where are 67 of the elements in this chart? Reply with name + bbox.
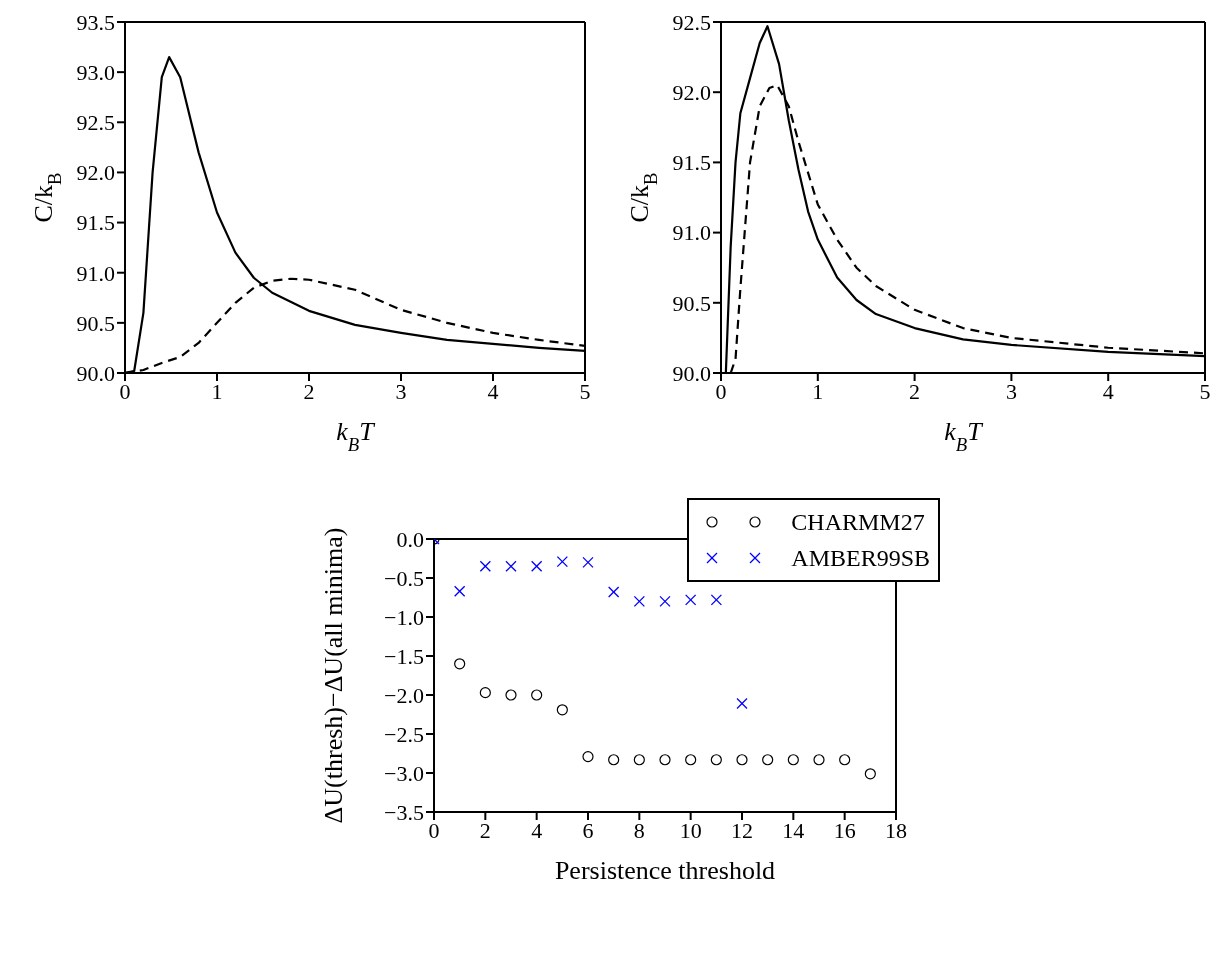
x-axis-title: k$_{B}$T xyxy=(336,417,376,455)
point xyxy=(864,768,876,780)
point xyxy=(531,689,543,701)
x-axis-title: Persistence threshold xyxy=(554,856,776,885)
x-tick-label: 1 xyxy=(812,378,824,404)
y-tick-label: 93.5 xyxy=(76,9,115,35)
point xyxy=(633,754,645,766)
y-tick-label: 90.5 xyxy=(672,290,711,316)
x-tick-label: 0 xyxy=(715,378,727,404)
y-tick-label: 91.0 xyxy=(76,260,115,286)
x-tick-label: 3 xyxy=(1005,378,1017,404)
y-tick-label: 90.0 xyxy=(76,360,115,386)
x-tick-label: 4 xyxy=(531,817,543,843)
point xyxy=(813,754,825,766)
y-tick-label: 0.0 xyxy=(396,526,424,552)
point xyxy=(454,658,466,670)
x-tick-label: 16 xyxy=(833,817,856,843)
x-tick-label: 4 xyxy=(487,378,499,404)
x-tick-label: 2 xyxy=(479,817,491,843)
y-tick-label: −2.0 xyxy=(384,682,424,708)
y-tick-label: 92.5 xyxy=(76,110,115,136)
x-axis-title: k$_{B}$T xyxy=(944,417,984,455)
point xyxy=(505,689,517,701)
y-tick-label: 92.0 xyxy=(672,80,711,106)
y-tick-label: −1.5 xyxy=(384,643,424,669)
x-tick-label: 2 xyxy=(909,378,921,404)
point xyxy=(762,754,774,766)
legend-label: AMBER99SB xyxy=(791,544,930,572)
x-tick-label: 18 xyxy=(885,817,907,843)
y-tick-label: −2.5 xyxy=(384,721,424,747)
point xyxy=(659,754,671,766)
y-tick-label: 91.5 xyxy=(672,150,711,176)
x-tick-label: 4 xyxy=(1102,378,1114,404)
point xyxy=(479,687,491,699)
y-tick-label: 92.5 xyxy=(672,9,711,35)
point xyxy=(608,754,620,766)
x-tick-label: 6 xyxy=(582,817,594,843)
y-axis-title: ΔU(thresh)−ΔU(all minima) xyxy=(318,527,348,824)
x-tick-label: 0 xyxy=(119,378,131,404)
y-tick-label: 91.0 xyxy=(672,220,711,246)
x-tick-label: 5 xyxy=(1199,378,1211,404)
y-tick-label: 92.0 xyxy=(76,160,115,186)
point xyxy=(582,751,594,763)
y-tick-label: −0.5 xyxy=(384,565,424,591)
x-tick-label: 5 xyxy=(579,378,591,404)
legend-label: CHARMM27 xyxy=(791,508,925,536)
point xyxy=(787,754,799,766)
y-tick-label: −1.0 xyxy=(384,604,424,630)
x-tick-label: 0 xyxy=(428,817,440,843)
x-tick-label: 3 xyxy=(395,378,407,404)
y-tick-label: 91.5 xyxy=(76,210,115,236)
x-tick-label: 10 xyxy=(679,817,702,843)
y-tick-label: 90.5 xyxy=(76,310,115,336)
point xyxy=(685,754,697,766)
x-tick-label: 1 xyxy=(211,378,223,404)
y-tick-label: −3.5 xyxy=(384,799,424,825)
y-tick-label: 90.0 xyxy=(672,360,711,386)
point xyxy=(710,754,722,766)
point xyxy=(736,754,748,766)
x-tick-label: 14 xyxy=(782,817,805,843)
point xyxy=(839,754,851,766)
y-tick-label: 93.0 xyxy=(76,59,115,85)
x-tick-label: 8 xyxy=(633,817,645,843)
y-tick-label: −3.0 xyxy=(384,760,424,786)
x-tick-label: 12 xyxy=(731,817,753,843)
x-tick-label: 2 xyxy=(303,378,315,404)
point xyxy=(556,704,568,716)
